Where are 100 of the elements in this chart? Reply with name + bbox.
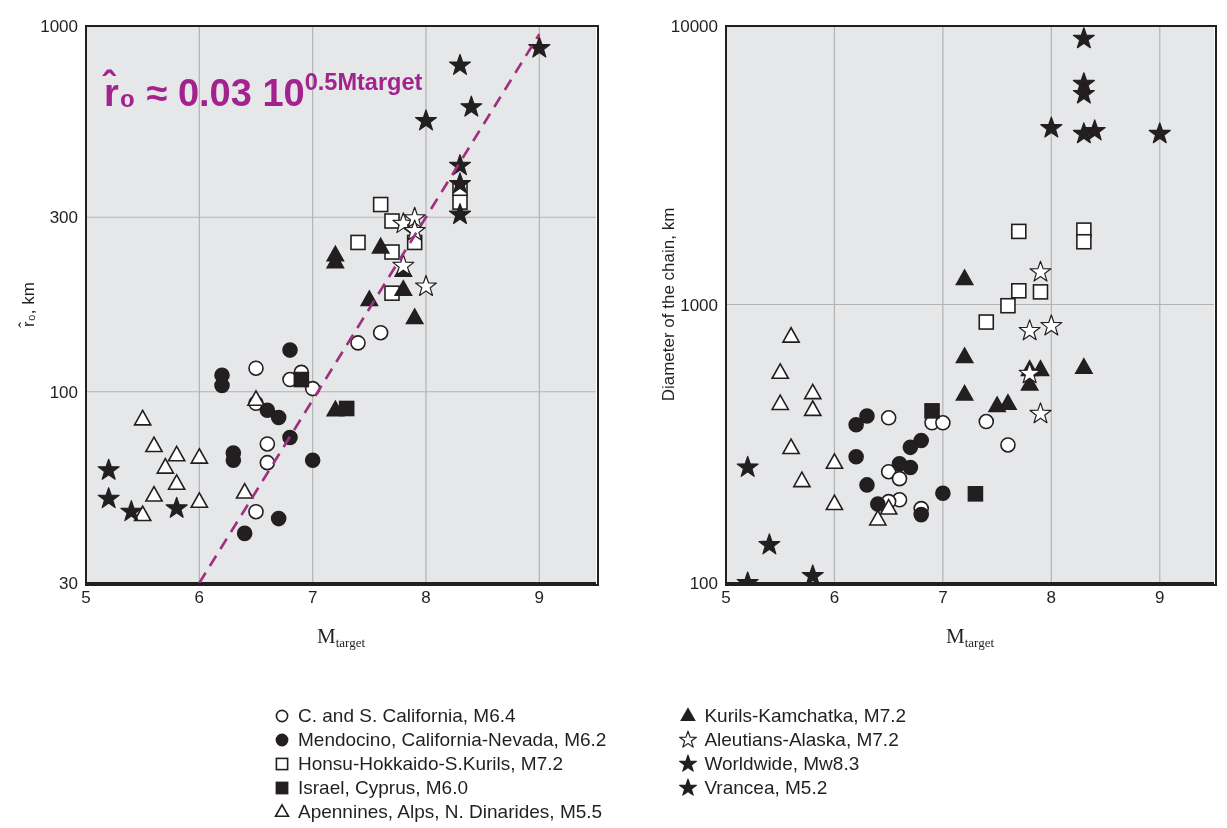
- point: [913, 506, 929, 523]
- point: [891, 470, 908, 487]
- legend-label: Apennines, Alps, N. Dinarides, M5.5: [298, 801, 603, 823]
- y-tick-label: 10000: [670, 17, 718, 37]
- point: [259, 436, 276, 452]
- point: [1072, 27, 1095, 49]
- point: [236, 525, 253, 542]
- point: [758, 533, 781, 555]
- legend-label: Israel, Cyprus, M6.0: [298, 777, 468, 799]
- point: [403, 219, 426, 241]
- point: [372, 196, 389, 213]
- point: [859, 477, 875, 493]
- point: [1148, 122, 1171, 144]
- point: [394, 280, 413, 296]
- legend-label: Honsu-Hokkaido-S.Kurils, M7.2: [298, 753, 564, 775]
- y-tick-label: 1000: [40, 17, 78, 37]
- point: [270, 510, 287, 527]
- point: [782, 326, 800, 343]
- point: [1011, 223, 1027, 240]
- point: [1029, 402, 1052, 424]
- point: [870, 496, 886, 512]
- point: [528, 36, 551, 58]
- point: [235, 482, 254, 499]
- legend-label: C. and S. California, M6.4: [298, 705, 516, 727]
- point: [167, 474, 186, 491]
- point: [1076, 233, 1092, 250]
- point: [848, 416, 864, 433]
- point: [1000, 437, 1016, 453]
- point: [448, 203, 472, 225]
- point: [978, 413, 995, 430]
- point: [859, 408, 875, 424]
- legend-label: Aleutians-Alaska, M7.2: [704, 729, 899, 751]
- point: [801, 564, 824, 583]
- point: [371, 237, 390, 254]
- point: [372, 324, 389, 341]
- point: [293, 371, 310, 388]
- point: [902, 459, 919, 476]
- point: [392, 254, 415, 276]
- legend-label: Vrancea, M5.2: [704, 777, 828, 799]
- point: [270, 409, 287, 426]
- y-tick-label: 300: [49, 208, 78, 228]
- legend-label: Worldwide, Mw8.3: [704, 753, 860, 775]
- point: [1018, 362, 1041, 384]
- legend-label: Kurils-Kamchatka, M7.2: [704, 705, 907, 727]
- point: [825, 494, 844, 511]
- x-tick-label: 6: [194, 588, 205, 608]
- point: [167, 445, 186, 462]
- point: [771, 394, 790, 411]
- x-tick-label: 5: [721, 588, 731, 608]
- point: [1000, 297, 1016, 314]
- legend-label: Mendocino, California-Nevada, M6.2: [298, 729, 607, 751]
- point: [935, 485, 951, 502]
- y-tick-label: 100: [689, 574, 718, 594]
- point: [1074, 358, 1093, 375]
- x-tick-label: 7: [307, 588, 318, 608]
- annotation: r̂₀ ≈ 0.03 10$^{0.5Mtarget}$: [102, 69, 423, 114]
- point: [190, 447, 209, 464]
- point: [97, 458, 120, 480]
- point: [326, 400, 345, 417]
- point: [414, 274, 438, 296]
- point: [1032, 284, 1049, 300]
- point: [902, 439, 919, 456]
- point: [879, 498, 898, 515]
- point: [868, 509, 887, 526]
- point: [133, 409, 152, 426]
- x-tick-label: 9: [534, 588, 545, 608]
- point: [248, 503, 264, 520]
- x-tick-label: 8: [1046, 588, 1057, 608]
- point: [1029, 260, 1052, 282]
- point: [448, 172, 472, 194]
- point: [248, 360, 264, 376]
- x-tick-label: 7: [938, 588, 948, 608]
- point: [403, 206, 426, 228]
- point: [350, 234, 366, 251]
- y-tick-label: 30: [59, 574, 78, 594]
- point: [304, 452, 321, 468]
- point: [145, 436, 163, 453]
- point: [736, 455, 759, 477]
- point: [156, 457, 175, 474]
- point: [282, 342, 298, 358]
- x-axis-title: M$_{target}$: [316, 624, 366, 650]
- point: [924, 403, 940, 419]
- point: [448, 53, 472, 75]
- point: [1040, 314, 1063, 336]
- x-tick-label: 6: [829, 588, 840, 608]
- point: [190, 492, 209, 509]
- point: [1083, 119, 1106, 141]
- y-tick-label: 100: [49, 382, 78, 402]
- y-axis-title: r̂₀, km: [17, 282, 38, 328]
- point: [978, 314, 995, 330]
- x-axis-title: M$_{target}$: [945, 624, 995, 650]
- point: [848, 448, 864, 465]
- point: [414, 109, 438, 131]
- point: [955, 384, 974, 401]
- point: [782, 438, 800, 455]
- point: [120, 500, 143, 522]
- point: [880, 409, 897, 426]
- y-axis-title: Diameter of the chain, km: [659, 207, 678, 402]
- point: [165, 496, 188, 518]
- point: [955, 347, 974, 364]
